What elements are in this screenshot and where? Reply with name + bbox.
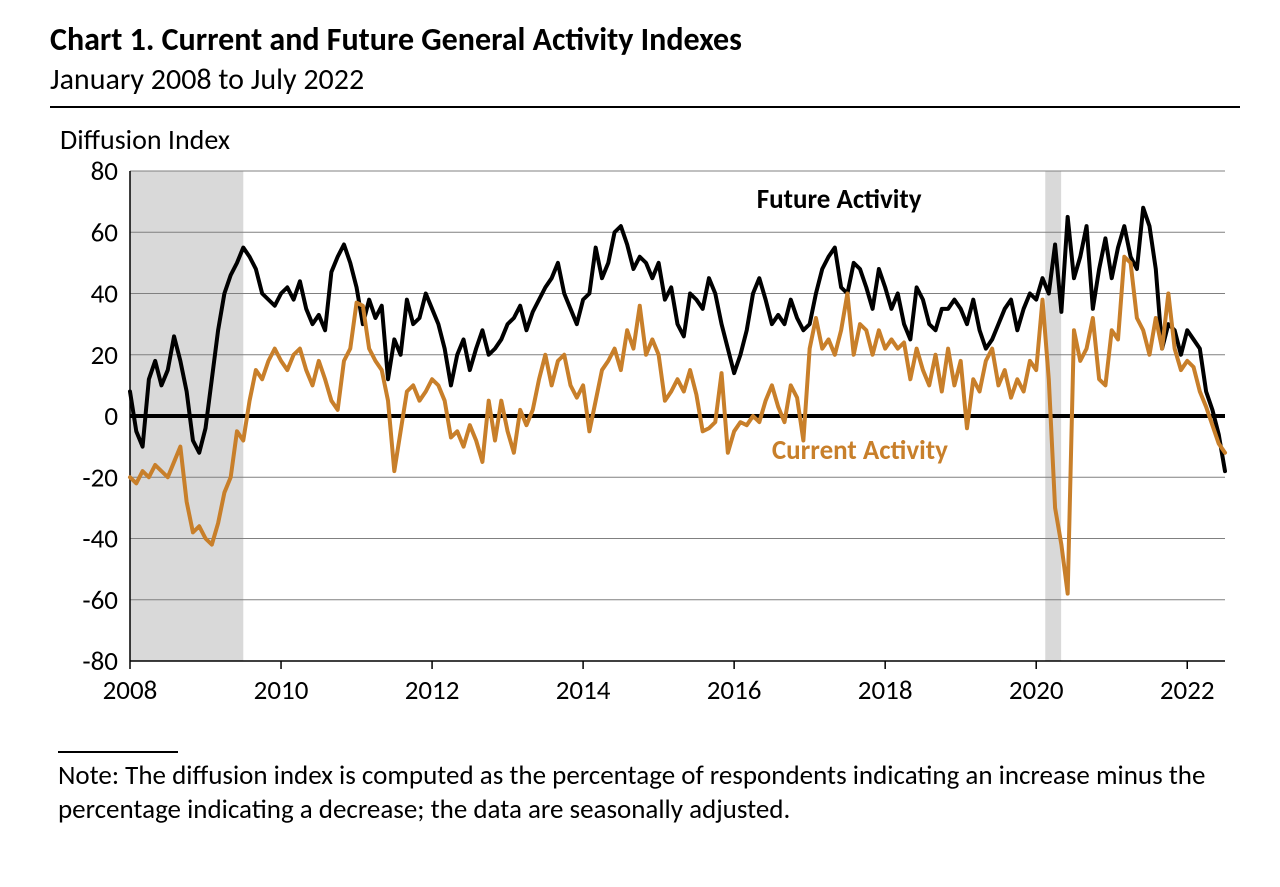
chart-subtitle: January 2008 to July 2022 bbox=[50, 61, 1240, 98]
svg-text:2012: 2012 bbox=[405, 674, 460, 707]
chart-page: Chart 1. Current and Future General Acti… bbox=[0, 0, 1280, 887]
y-axis-label: Diffusion Index bbox=[60, 122, 1240, 157]
line-chart: -80-60-40-200204060802008201020122014201… bbox=[50, 161, 1230, 721]
svg-text:2014: 2014 bbox=[556, 674, 611, 707]
svg-text:2010: 2010 bbox=[254, 674, 309, 707]
svg-text:20: 20 bbox=[91, 339, 118, 372]
svg-text:2020: 2020 bbox=[1009, 674, 1064, 707]
chart-title: Chart 1. Current and Future General Acti… bbox=[50, 20, 1240, 59]
svg-text:-60: -60 bbox=[82, 584, 118, 617]
svg-text:Future Activity: Future Activity bbox=[757, 183, 922, 216]
svg-text:60: 60 bbox=[91, 216, 118, 249]
svg-text:40: 40 bbox=[91, 278, 118, 311]
svg-text:-20: -20 bbox=[82, 461, 118, 494]
svg-text:Current Activity: Current Activity bbox=[772, 434, 948, 467]
svg-text:2016: 2016 bbox=[707, 674, 762, 707]
svg-text:0: 0 bbox=[104, 400, 118, 433]
svg-text:2022: 2022 bbox=[1160, 674, 1215, 707]
chart-note: Note: The diffusion index is computed as… bbox=[58, 759, 1230, 827]
svg-text:-40: -40 bbox=[82, 523, 118, 556]
svg-text:2018: 2018 bbox=[858, 674, 913, 707]
note-rule bbox=[58, 751, 178, 753]
title-rule bbox=[50, 106, 1240, 108]
svg-text:2008: 2008 bbox=[103, 674, 158, 707]
svg-text:80: 80 bbox=[91, 161, 118, 188]
chart-container: -80-60-40-200204060802008201020122014201… bbox=[50, 161, 1230, 721]
